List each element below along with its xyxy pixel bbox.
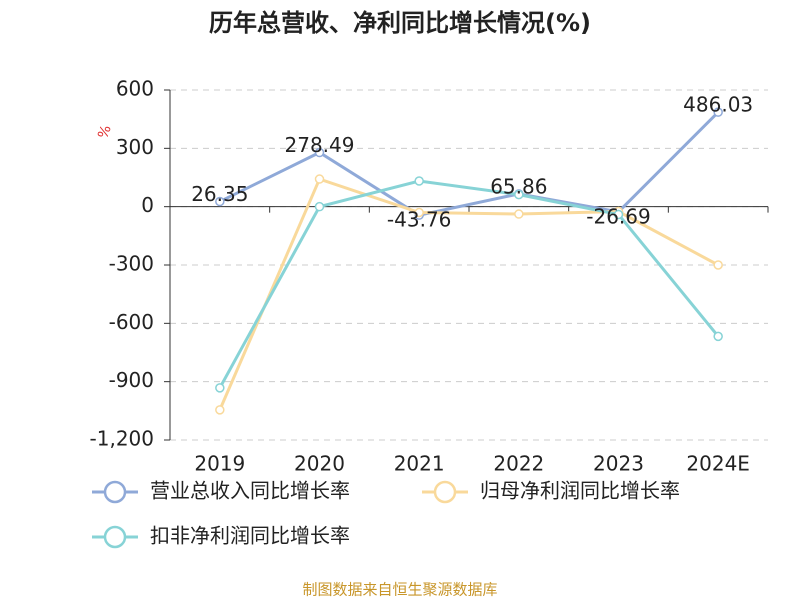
point bbox=[314, 147, 325, 158]
legend-marker bbox=[103, 480, 127, 504]
data-label: 278.49 bbox=[285, 133, 355, 157]
x-tick-label: 2024E bbox=[686, 452, 750, 476]
data-label: -43.76 bbox=[387, 208, 451, 232]
legend-label: 扣非净利润同比增长率 bbox=[150, 524, 350, 548]
y-tick-label: -600 bbox=[109, 310, 154, 334]
legend-marker bbox=[103, 525, 127, 549]
x-tick-label: 2021 bbox=[394, 452, 445, 476]
y-tick-label: -300 bbox=[109, 252, 154, 276]
data-label: 486.03 bbox=[683, 93, 753, 117]
y-tick-label: 600 bbox=[116, 77, 154, 101]
point bbox=[215, 405, 225, 415]
point bbox=[314, 201, 325, 212]
data-label: 26.35 bbox=[191, 182, 248, 206]
point bbox=[613, 209, 624, 220]
series-line bbox=[218, 177, 719, 411]
point bbox=[514, 209, 524, 219]
data-label: 65.86 bbox=[490, 174, 547, 198]
legend-label: 归母净利润同比增长率 bbox=[480, 479, 680, 503]
point bbox=[414, 176, 424, 186]
legend-marker bbox=[433, 480, 457, 504]
point bbox=[215, 196, 225, 207]
y-tick-label: 0 bbox=[141, 193, 154, 217]
legend-label: 营业总收入同比增长率 bbox=[150, 479, 350, 503]
series-line bbox=[218, 179, 720, 389]
point bbox=[215, 383, 225, 393]
y-tick-label: -1,200 bbox=[90, 427, 154, 451]
y-tick-label: -900 bbox=[109, 368, 154, 392]
point bbox=[314, 174, 325, 184]
data-label: -26.69 bbox=[586, 204, 650, 228]
point bbox=[414, 207, 424, 218]
point bbox=[713, 331, 723, 342]
x-tick-label: 2022 bbox=[493, 452, 544, 476]
y-tick-label: 300 bbox=[116, 135, 154, 159]
point bbox=[514, 189, 524, 200]
series-line bbox=[219, 111, 720, 217]
source-note: 制图数据来自恒生聚源数据库 bbox=[302, 581, 497, 599]
chart-title: 历年总营收、净利同比增长情况(%) bbox=[209, 9, 591, 37]
x-tick-label: 2023 bbox=[593, 452, 644, 476]
y-unit: % bbox=[95, 123, 115, 141]
x-tick-label: 2019 bbox=[194, 452, 245, 476]
point bbox=[713, 260, 723, 270]
x-tick-label: 2020 bbox=[294, 452, 345, 476]
point bbox=[713, 107, 723, 117]
